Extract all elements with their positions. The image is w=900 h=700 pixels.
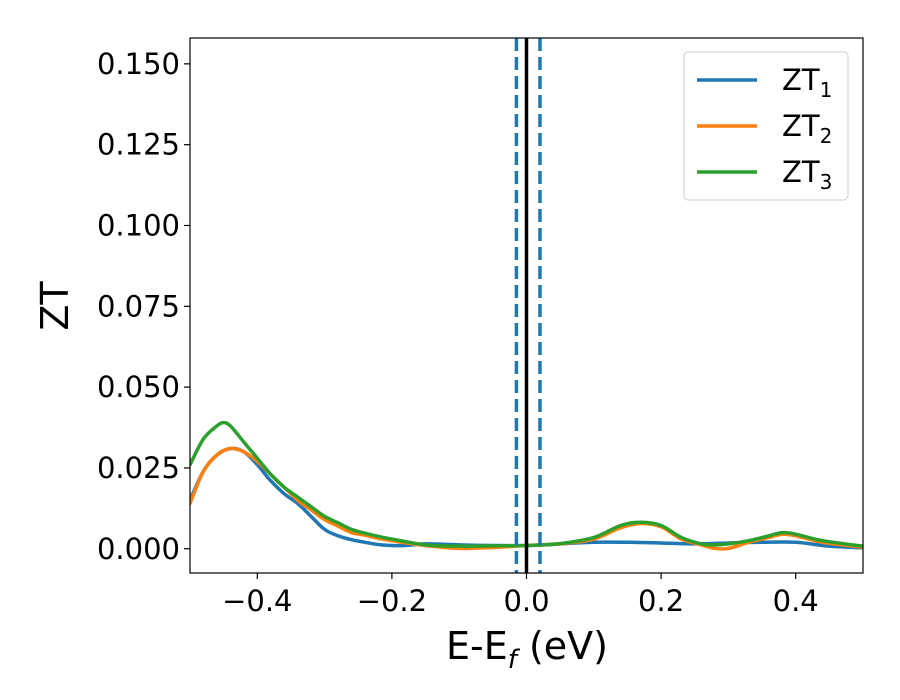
y-axis-label: ZT [33,281,77,331]
y-tick-label: 0.125 [97,128,180,162]
x-tick-label: 0.0 [503,584,549,618]
x-tick-label: −0.4 [222,584,292,618]
x-axis-label-main: E-E [446,624,508,668]
legend-label-zt2: ZT2 [782,109,832,148]
x-axis-label-unit: (eV) [517,624,608,668]
legend: ZT1 ZT2 ZT3 [683,51,849,201]
legend-label-zt3: ZT3 [782,155,832,194]
y-tick-label: 0.150 [97,47,180,81]
fermi-level-lines [514,38,542,573]
series-layer [190,420,863,551]
x-tick-label: −0.2 [357,584,427,618]
x-axis-label: E-Ef (eV) [446,624,608,675]
y-tick-label: 0.000 [97,532,180,566]
legend-label-zt1: ZT1 [782,63,832,102]
y-tick-label: 0.075 [97,289,180,323]
series-line-zt3 [190,420,863,548]
x-tick-label: 0.2 [638,584,684,618]
y-tick-label: 0.050 [97,370,180,404]
legend-frame [683,51,849,201]
y-tick-label: 0.025 [97,451,180,485]
x-axis-ticks: −0.4 −0.2 0.0 0.2 0.4 [222,573,819,618]
x-tick-label: 0.4 [773,584,819,618]
y-tick-label: 0.100 [97,208,180,242]
y-axis-ticks: 0.000 0.025 0.050 0.075 0.100 0.125 0.150 [97,47,190,566]
